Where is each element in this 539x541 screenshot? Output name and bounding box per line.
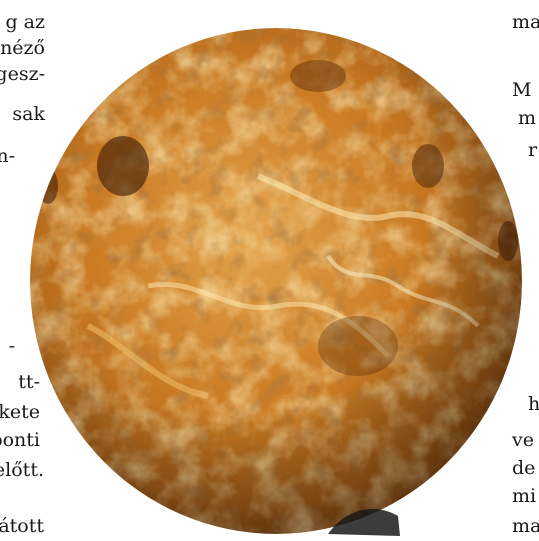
left-text-line-8: kete xyxy=(0,401,40,423)
left-text-line-7: tt- xyxy=(18,371,40,393)
left-text-line-6: - xyxy=(8,335,15,357)
left-text-line-1: g az xyxy=(5,11,45,33)
left-text-line-3: gesz- xyxy=(0,63,45,85)
left-text-line-11: látott xyxy=(0,515,44,537)
right-text-line-3: m xyxy=(518,107,537,129)
left-text-line-9: ponti xyxy=(0,429,40,451)
left-text-line-5: n- xyxy=(0,145,15,167)
right-text-line-9: ma xyxy=(512,515,539,537)
right-text-line-4: r xyxy=(528,139,538,161)
right-text-line-2: M xyxy=(512,79,532,101)
left-text-line-2: néző xyxy=(0,37,45,59)
right-text-line-6: ve xyxy=(512,429,534,451)
right-text-line-7: de xyxy=(512,457,536,479)
left-text-line-10: előtt. xyxy=(0,459,44,481)
venus-image xyxy=(30,28,522,536)
left-text-line-4: sak xyxy=(12,103,45,125)
right-text-line-5: h xyxy=(528,393,539,415)
right-text-line-8: mi xyxy=(512,485,537,507)
right-text-line-1: ma xyxy=(512,11,539,33)
